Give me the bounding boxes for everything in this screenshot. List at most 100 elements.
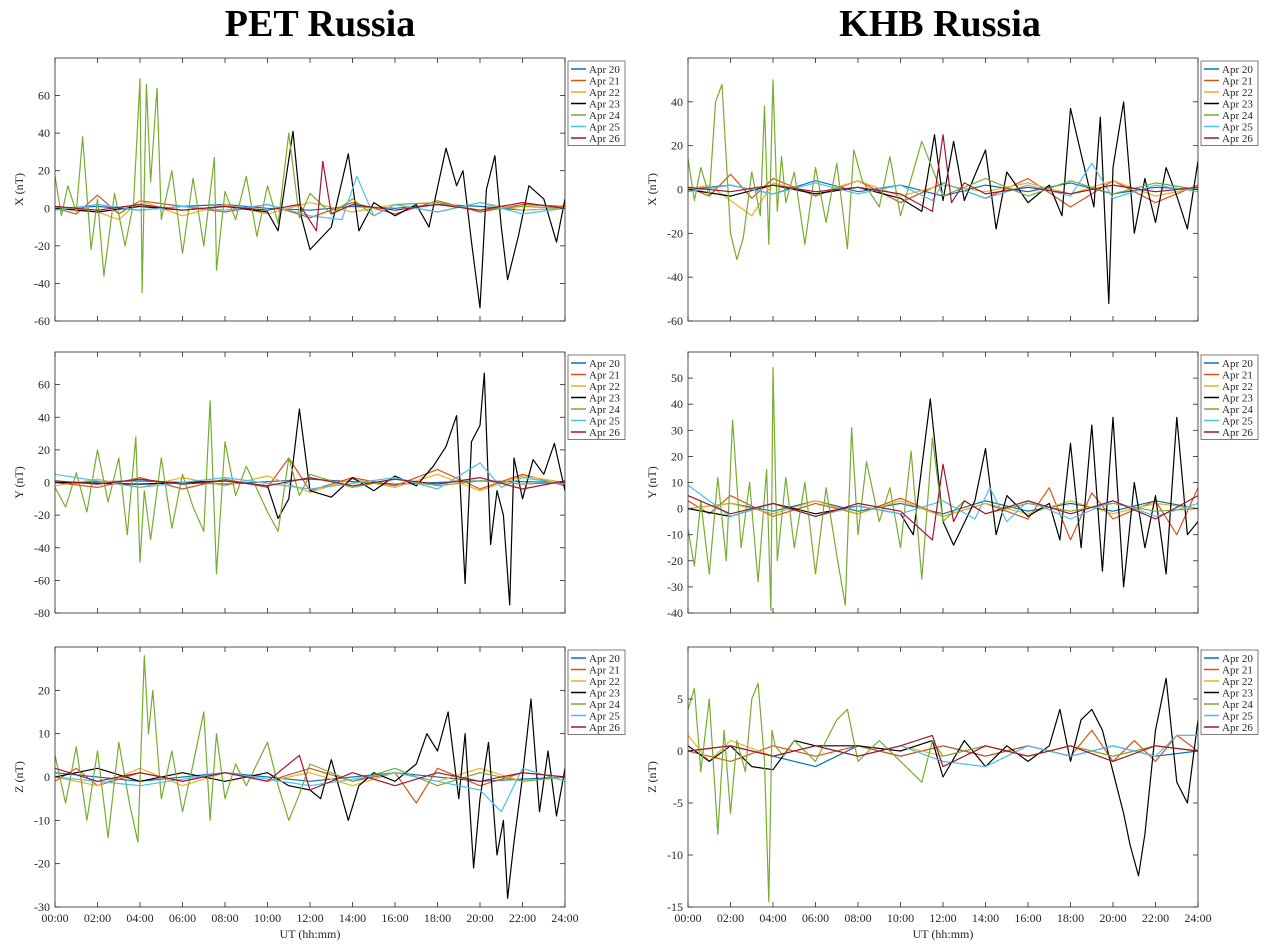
y-tick-label: 40: [38, 410, 50, 424]
y-tick-label: -80: [34, 606, 50, 620]
y-tick-label: 20: [38, 443, 50, 457]
legend-label: Apr 22: [1222, 381, 1253, 393]
y-tick-label: -30: [667, 580, 683, 594]
y-tick-label: 20: [38, 164, 50, 178]
y-tick-label: 0: [677, 502, 683, 516]
y-tick-label: -40: [667, 606, 683, 620]
y-tick-label: 20: [671, 449, 683, 463]
series-line-apr-24: [688, 367, 1198, 612]
x-tick-label: 10:00: [254, 911, 281, 925]
legend-label: Apr 20: [1222, 358, 1253, 370]
y-tick-label: -20: [667, 226, 683, 240]
legend-label: Apr 23: [589, 688, 620, 700]
series-line-apr-21: [688, 173, 1198, 208]
series-line-apr-25: [55, 767, 565, 813]
x-tick-label: 00:00: [41, 911, 68, 925]
x-tick-label: 08:00: [211, 911, 238, 925]
y-tick-label: 10: [38, 727, 50, 741]
x-axis-label: UT (hh:mm): [280, 927, 341, 941]
x-tick-label: 16:00: [381, 911, 408, 925]
y-tick-label: 60: [38, 378, 50, 392]
y-tick-label: -60: [34, 573, 50, 587]
x-axis-label: UT (hh:mm): [913, 927, 974, 941]
series-group: [688, 79, 1198, 305]
y-tick-label: -10: [667, 528, 683, 542]
series-line-apr-24: [55, 655, 565, 843]
legend-label: Apr 24: [1222, 699, 1253, 711]
legend-label: Apr 22: [589, 381, 620, 393]
plot-frame: [687, 351, 1199, 614]
y-tick-label: -20: [34, 857, 50, 871]
legend-label: Apr 21: [1222, 665, 1253, 677]
legend-label: Apr 26: [589, 133, 620, 145]
legend-label: Apr 25: [589, 711, 620, 723]
series-group: [688, 677, 1198, 903]
x-tick-label: 22:00: [509, 911, 536, 925]
x-tick-label: 20:00: [466, 911, 493, 925]
x-tick-label: 18:00: [1057, 911, 1084, 925]
y-tick-label: 0: [677, 183, 683, 197]
legend-label: Apr 22: [1222, 676, 1253, 688]
x-tick-label: 12:00: [929, 911, 956, 925]
series-line-apr-20: [688, 500, 1198, 515]
series-line-apr-23: [55, 130, 565, 309]
x-tick-label: 24:00: [551, 911, 578, 925]
y-tick-label: -60: [34, 314, 50, 328]
series-line-apr-26: [688, 734, 1198, 768]
legend-label: Apr 22: [589, 87, 620, 99]
legend-label: Apr 24: [589, 404, 620, 416]
legend-label: Apr 21: [589, 76, 620, 88]
legend-label: Apr 24: [1222, 404, 1253, 416]
y-tick-label: -20: [667, 554, 683, 568]
series-group: [55, 372, 565, 606]
x-tick-label: 00:00: [674, 911, 701, 925]
y-tick-label: -15: [667, 900, 683, 914]
x-tick-label: 14:00: [339, 911, 366, 925]
legend-label: Apr 21: [589, 665, 620, 677]
y-axis-label: Z (nT): [645, 761, 659, 793]
x-tick-label: 04:00: [126, 911, 153, 925]
legend-label: Apr 25: [1222, 122, 1253, 134]
series-line-apr-24: [688, 682, 1198, 903]
x-tick-label: 08:00: [844, 911, 871, 925]
plot-frame: [687, 57, 1199, 322]
legend-label: Apr 26: [1222, 133, 1253, 145]
y-axis-label: Y (nT): [12, 466, 26, 499]
chart-panel-2: 00:00 02:00 04:00 06:00 08:00 10:00 12:00 14:00…: [12, 646, 626, 941]
y-tick-label: -20: [34, 239, 50, 253]
legend-label: Apr 26: [589, 722, 620, 734]
series-line-apr-26: [688, 134, 1198, 212]
y-tick-label: -10: [667, 848, 683, 862]
legend-label: Apr 21: [1222, 370, 1253, 382]
x-tick-label: 12:00: [296, 911, 323, 925]
y-tick-label: -60: [667, 314, 683, 328]
legend-label: Apr 20: [1222, 64, 1253, 76]
y-tick-label: 40: [671, 397, 683, 411]
legend-label: Apr 21: [589, 370, 620, 382]
series-line-apr-26: [688, 463, 1198, 541]
legend-label: Apr 24: [1222, 110, 1253, 122]
x-tick-label: 20:00: [1099, 911, 1126, 925]
series-line-apr-26: [55, 754, 565, 791]
y-axis-label: X (nT): [12, 173, 26, 206]
legend-label: Apr 21: [1222, 76, 1253, 88]
series-line-apr-25: [55, 462, 565, 490]
plot-frame: [54, 57, 566, 322]
y-tick-label: 0: [677, 744, 683, 758]
y-tick-label: -20: [34, 508, 50, 522]
y-axis-label: X (nT): [645, 173, 659, 206]
plot-frame: [54, 646, 566, 908]
x-tick-label: 14:00: [972, 911, 999, 925]
x-tick-label: 06:00: [169, 911, 196, 925]
x-tick-label: 02:00: [84, 911, 111, 925]
legend-label: Apr 22: [1222, 87, 1253, 99]
y-tick-label: -40: [34, 541, 50, 555]
